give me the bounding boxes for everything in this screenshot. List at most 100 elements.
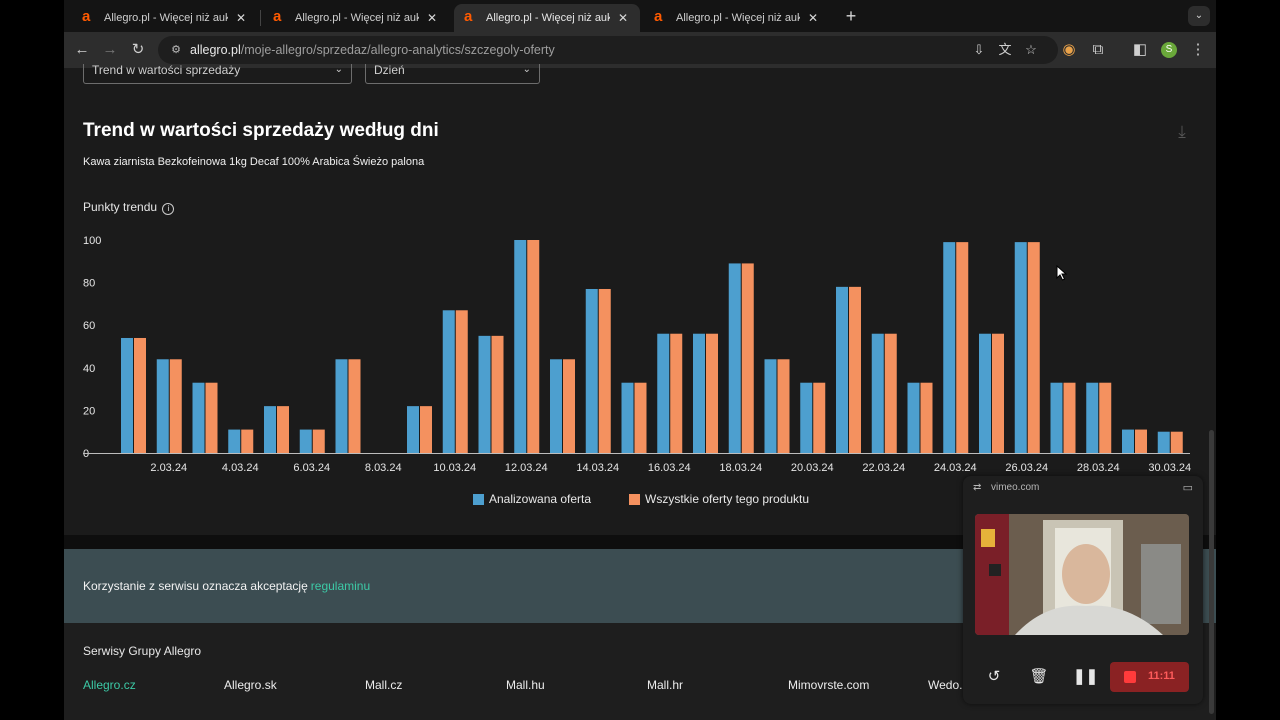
bookmark-star-icon[interactable]: ☆ bbox=[1025, 42, 1037, 57]
close-tab-icon[interactable]: ✕ bbox=[807, 11, 819, 25]
bar-all-offers[interactable] bbox=[455, 310, 468, 453]
bar-all-offers[interactable] bbox=[348, 359, 361, 453]
bar-all-offers[interactable] bbox=[420, 406, 432, 453]
extension-color-icon[interactable]: ◉ bbox=[1062, 41, 1076, 58]
bar-all-offers[interactable] bbox=[670, 333, 683, 453]
close-tab-icon[interactable]: ✕ bbox=[426, 11, 438, 25]
tab-3-active[interactable]: a Allegro.pl - Więcej niż aukcje ✕ bbox=[454, 4, 640, 32]
install-app-icon[interactable]: ⇩ bbox=[973, 42, 985, 57]
reload-icon[interactable]: ↻ bbox=[131, 41, 145, 58]
bar-offer[interactable] bbox=[693, 333, 705, 453]
side-panel-icon[interactable]: ◧ bbox=[1132, 41, 1148, 58]
close-tab-icon[interactable]: ✕ bbox=[235, 11, 247, 25]
bar-all-offers[interactable] bbox=[598, 288, 611, 453]
extensions-puzzle-icon[interactable]: ⧉ bbox=[1092, 41, 1104, 58]
bar-all-offers[interactable] bbox=[527, 240, 540, 453]
bar-offer[interactable] bbox=[907, 382, 920, 453]
bar-all-offers[interactable] bbox=[956, 242, 969, 453]
bar-all-offers[interactable] bbox=[277, 406, 289, 453]
bar-offer[interactable] bbox=[299, 429, 312, 453]
url-text[interactable]: allegro.pl/moje-allegro/sprzedaz/allegro… bbox=[190, 43, 555, 57]
legend-item-offer[interactable]: Analizowana oferta bbox=[473, 492, 591, 506]
bar-offer[interactable] bbox=[871, 333, 884, 453]
pause-icon[interactable]: ❚❚ bbox=[1073, 668, 1099, 685]
tab-4[interactable]: a Allegro.pl - Więcej niż aukcje ✕ bbox=[644, 4, 830, 32]
bar-offer[interactable] bbox=[1050, 382, 1063, 453]
footer-link-allegro-cz[interactable]: Allegro.cz bbox=[83, 678, 136, 692]
bar-all-offers[interactable] bbox=[777, 359, 790, 453]
bar-offer[interactable] bbox=[121, 337, 133, 453]
footer-link-mall-hu[interactable]: Mall.hu bbox=[506, 678, 545, 692]
bar-offer[interactable] bbox=[943, 242, 956, 453]
bar-all-offers[interactable] bbox=[920, 382, 933, 453]
new-tab-button[interactable]: + bbox=[845, 6, 857, 26]
bar-offer[interactable] bbox=[264, 406, 276, 453]
bar-all-offers[interactable] bbox=[1063, 382, 1076, 453]
footer-link-wedo[interactable]: Wedo. bbox=[928, 678, 963, 692]
menu-kebab-icon[interactable]: ⋮ bbox=[1190, 41, 1206, 58]
close-tab-icon[interactable]: ✕ bbox=[617, 11, 629, 25]
camera-icon[interactable]: ▭ bbox=[1182, 482, 1193, 494]
footer-link-mimovrste[interactable]: Mimovrste.com bbox=[788, 678, 870, 692]
period-select[interactable]: Dzień ⌄ bbox=[365, 64, 540, 84]
bar-all-offers[interactable] bbox=[1099, 382, 1112, 453]
footer-link-mall-cz[interactable]: Mall.cz bbox=[365, 678, 403, 692]
bar-all-offers[interactable] bbox=[1135, 429, 1147, 453]
bar-all-offers[interactable] bbox=[849, 286, 861, 453]
settings-sliders-icon[interactable]: ⇄ bbox=[973, 482, 982, 493]
bar-all-offers[interactable] bbox=[992, 333, 1004, 453]
bar-offer[interactable] bbox=[836, 286, 848, 453]
footer-link-allegro-sk[interactable]: Allegro.sk bbox=[224, 678, 277, 692]
footer-link-mall-hr[interactable]: Mall.hr bbox=[647, 678, 684, 692]
profile-avatar[interactable]: S bbox=[1161, 42, 1177, 58]
metric-select[interactable]: Trend w wartości sprzedaży ⌄ bbox=[83, 64, 352, 84]
bar-all-offers[interactable] bbox=[813, 382, 826, 453]
bar-offer[interactable] bbox=[728, 263, 741, 453]
bar-offer[interactable] bbox=[550, 359, 562, 453]
terms-link[interactable]: regulaminu bbox=[310, 579, 371, 593]
bar-all-offers[interactable] bbox=[134, 337, 146, 453]
bar-all-offers[interactable] bbox=[205, 382, 218, 453]
bar-offer[interactable] bbox=[407, 406, 419, 453]
bar-offer[interactable] bbox=[979, 333, 991, 453]
tab-1[interactable]: a Allegro.pl - Więcej niż aukcje ✕ bbox=[72, 4, 258, 32]
bar-all-offers[interactable] bbox=[169, 359, 182, 453]
site-settings-icon[interactable]: ⚙ bbox=[171, 44, 181, 56]
bar-all-offers[interactable] bbox=[491, 335, 504, 453]
bar-all-offers[interactable] bbox=[706, 333, 718, 453]
bar-all-offers[interactable] bbox=[563, 359, 575, 453]
bar-offer[interactable] bbox=[192, 382, 205, 453]
bar-offer[interactable] bbox=[1122, 429, 1134, 453]
bar-offer[interactable] bbox=[764, 359, 777, 453]
bar-offer[interactable] bbox=[657, 333, 670, 453]
bar-offer[interactable] bbox=[621, 382, 634, 453]
bar-offer[interactable] bbox=[1157, 431, 1170, 453]
back-arrow-icon[interactable]: ← bbox=[74, 41, 90, 58]
bar-all-offers[interactable] bbox=[741, 263, 754, 453]
info-icon[interactable]: i bbox=[162, 203, 175, 215]
bar-all-offers[interactable] bbox=[1027, 242, 1040, 453]
bar-offer[interactable] bbox=[478, 335, 491, 453]
bar-offer[interactable] bbox=[1014, 242, 1027, 453]
legend-item-all-offers[interactable]: Wszystkie oferty tego produktu bbox=[629, 492, 809, 506]
page-scrollbar[interactable] bbox=[1209, 430, 1214, 714]
tab-search-chevron-icon[interactable]: ⌄ bbox=[1188, 6, 1210, 26]
trash-icon[interactable]: 🗑 bbox=[1029, 668, 1049, 685]
bar-all-offers[interactable] bbox=[1170, 431, 1183, 453]
bar-all-offers[interactable] bbox=[241, 429, 254, 453]
bar-offer[interactable] bbox=[228, 429, 241, 453]
forward-arrow-icon[interactable]: → bbox=[102, 41, 118, 58]
bar-offer[interactable] bbox=[1086, 382, 1099, 453]
restart-icon[interactable]: ↺ bbox=[987, 668, 1001, 685]
bar-all-offers[interactable] bbox=[312, 429, 325, 453]
translate-icon[interactable]: 文 bbox=[998, 42, 1012, 57]
bar-offer[interactable] bbox=[156, 359, 169, 453]
address-bar[interactable]: ⚙ allegro.pl/moje-allegro/sprzedaz/alleg… bbox=[158, 36, 1058, 64]
stop-recording-button[interactable]: 11:11 bbox=[1110, 662, 1189, 692]
tab-2[interactable]: a Allegro.pl - Więcej niż aukcje ✕ bbox=[263, 4, 449, 32]
bar-offer[interactable] bbox=[514, 240, 527, 453]
bar-offer[interactable] bbox=[442, 310, 455, 453]
bar-offer[interactable] bbox=[800, 382, 813, 453]
bar-offer[interactable] bbox=[335, 359, 348, 453]
bar-offer[interactable] bbox=[585, 288, 598, 453]
